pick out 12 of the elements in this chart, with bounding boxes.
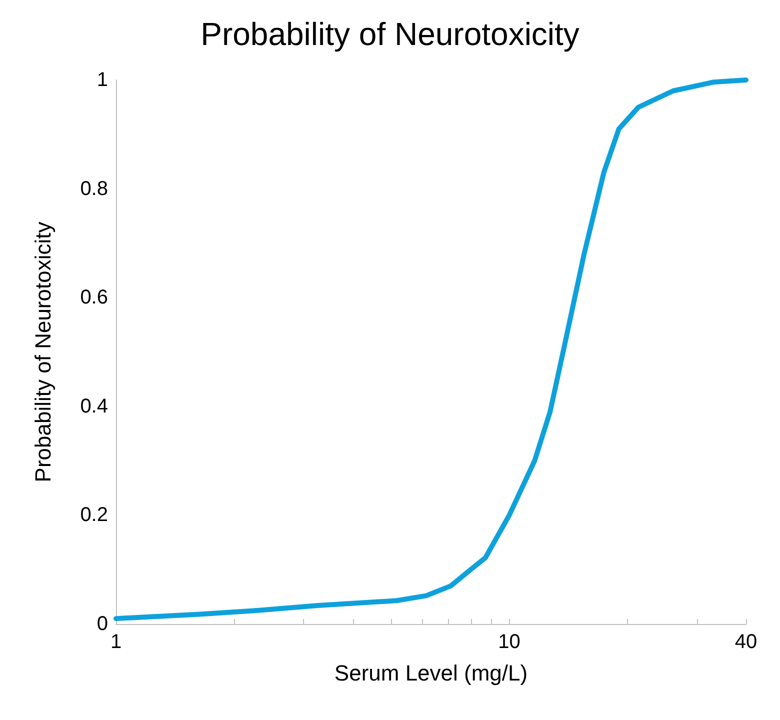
chart-title: Probability of Neurotoxicity <box>200 16 580 52</box>
x-tick-label: 1 <box>110 631 122 653</box>
x-tick-label: 40 <box>734 631 758 653</box>
x-axis-title: Serum Level (mg/L) <box>334 660 528 686</box>
y-tick-label: 0.4 <box>80 395 108 418</box>
y-tick-label: 0 <box>96 613 108 635</box>
y-tick-label: 0.2 <box>80 504 108 526</box>
y-tick-label: 1 <box>96 69 108 91</box>
y-axis-title: Probability of Neurotoxicity <box>30 222 56 482</box>
x-tick-label: 10 <box>498 631 520 653</box>
y-tick-label: 0.8 <box>80 178 108 200</box>
y-tick-label: 0.6 <box>80 286 108 309</box>
